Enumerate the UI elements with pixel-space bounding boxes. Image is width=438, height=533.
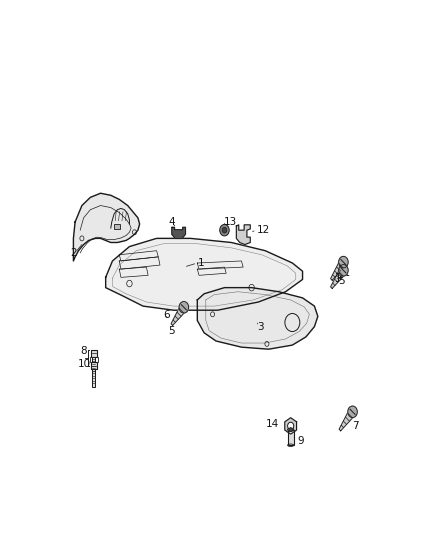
Text: 14: 14 (265, 419, 279, 429)
Text: 13: 13 (224, 217, 237, 227)
Circle shape (222, 227, 227, 233)
Circle shape (288, 422, 294, 430)
Text: 3: 3 (257, 321, 263, 332)
Circle shape (179, 302, 189, 313)
Circle shape (220, 224, 229, 236)
Text: 5: 5 (338, 277, 345, 286)
Text: 7: 7 (352, 421, 358, 431)
Text: 6: 6 (163, 310, 170, 320)
Polygon shape (74, 193, 140, 261)
Polygon shape (331, 266, 347, 288)
Polygon shape (106, 238, 303, 310)
Bar (114, 224, 120, 229)
Text: 8: 8 (80, 346, 87, 356)
Polygon shape (285, 418, 297, 434)
Text: 12: 12 (257, 225, 270, 235)
Polygon shape (331, 259, 347, 280)
Text: 2: 2 (70, 248, 77, 258)
Ellipse shape (288, 428, 294, 431)
Circle shape (339, 256, 348, 268)
Text: 10: 10 (78, 359, 91, 369)
Polygon shape (172, 227, 185, 238)
Circle shape (348, 406, 357, 417)
Text: 5: 5 (169, 326, 175, 336)
Bar (288, 430, 294, 445)
Bar (92, 369, 95, 387)
Polygon shape (237, 225, 250, 245)
Polygon shape (171, 304, 187, 325)
Circle shape (339, 264, 348, 276)
Text: 9: 9 (297, 435, 304, 446)
Polygon shape (197, 288, 318, 349)
Circle shape (289, 427, 292, 432)
Text: 4: 4 (169, 217, 175, 227)
Text: 11: 11 (338, 268, 351, 278)
Bar (92, 357, 95, 375)
Polygon shape (339, 408, 356, 431)
Bar (91, 350, 97, 357)
Bar (91, 362, 97, 369)
Text: 1: 1 (197, 258, 204, 268)
